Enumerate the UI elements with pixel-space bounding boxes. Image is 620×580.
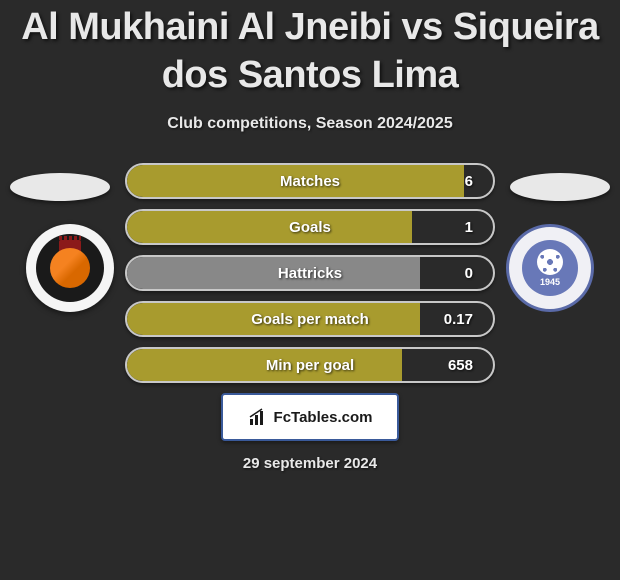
stat-label: Goals per match [127, 311, 493, 328]
bar-chart-icon [248, 407, 268, 427]
stat-label: Hattricks [127, 265, 493, 282]
stat-label: Goals [127, 219, 493, 236]
stat-row-hattricks: Hattricks 0 [125, 255, 495, 291]
ajman-ball-icon [50, 248, 90, 288]
page-title: Al Mukhaini Al Jneibi vs Siqueira dos Sa… [0, 0, 620, 99]
stat-value: 6 [465, 173, 473, 190]
stat-value: 0.17 [444, 311, 473, 328]
stats-container: Matches 6 Goals 1 Hattricks 0 Goals per … [125, 163, 495, 383]
nasr-logo-outer: 1945 [506, 224, 594, 312]
comparison-panel: 1945 Matches 6 Goals 1 Hattricks 0 Goals… [0, 163, 620, 472]
nasr-year: 1945 [540, 277, 560, 287]
right-ellipse-decoration [510, 173, 610, 201]
branding-label: FcTables.com [274, 409, 373, 426]
ajman-logo-circle [26, 224, 114, 312]
stat-row-gpm: Goals per match 0.17 [125, 301, 495, 337]
left-ellipse-decoration [10, 173, 110, 201]
branding-box[interactable]: FcTables.com [221, 393, 399, 441]
subtitle: Club competitions, Season 2024/2025 [0, 115, 620, 133]
right-team-logo: 1945 [500, 223, 600, 313]
stat-value: 1 [465, 219, 473, 236]
nasr-logo-inner: 1945 [522, 240, 578, 296]
stat-row-mpg: Min per goal 658 [125, 347, 495, 383]
stat-value: 658 [448, 357, 473, 374]
stat-row-matches: Matches 6 [125, 163, 495, 199]
stat-row-goals: Goals 1 [125, 209, 495, 245]
left-team-logo [20, 223, 120, 313]
date-text: 29 september 2024 [0, 455, 620, 472]
stat-value: 0 [465, 265, 473, 282]
stat-label: Matches [127, 173, 493, 190]
ajman-logo-inner [36, 234, 104, 302]
stat-label: Min per goal [127, 357, 493, 374]
nasr-ball-icon [537, 249, 563, 275]
